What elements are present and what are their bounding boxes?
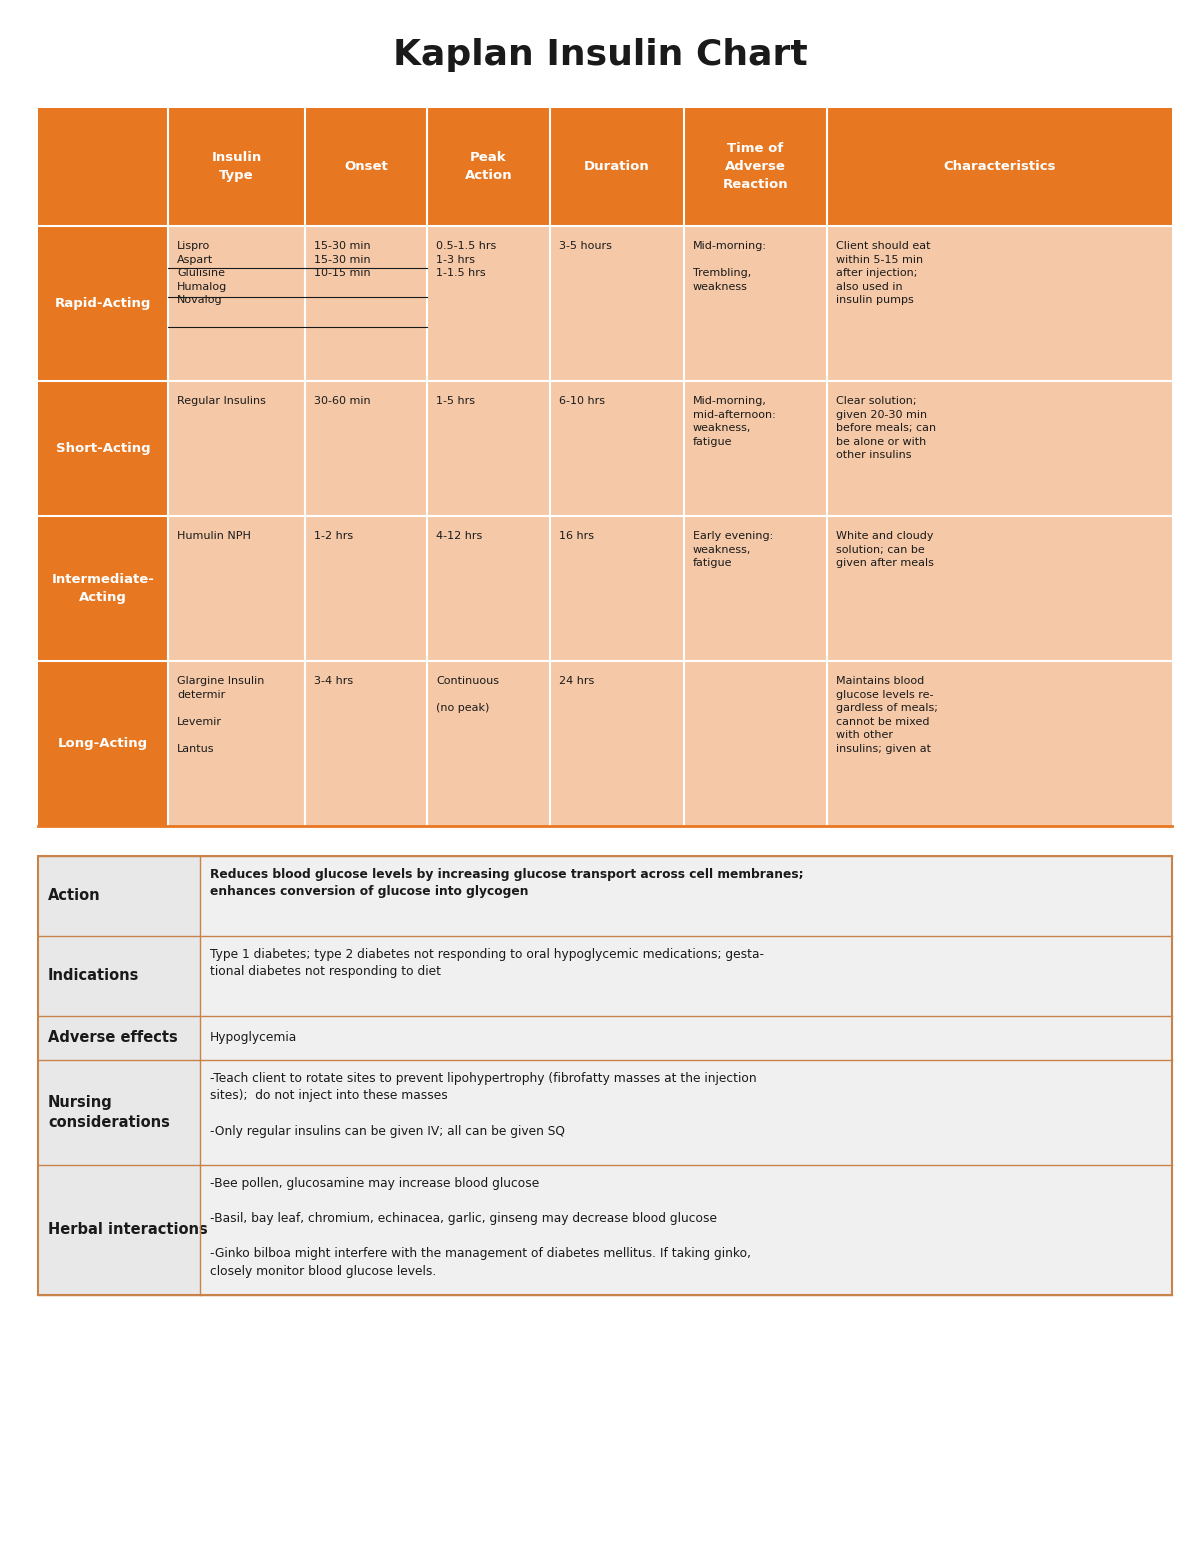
Bar bbox=[827, 227, 1172, 380]
Text: Adverse effects: Adverse effects bbox=[48, 1031, 178, 1045]
Text: Time of
Adverse
Reaction: Time of Adverse Reaction bbox=[722, 143, 788, 191]
Text: Regular Insulins: Regular Insulins bbox=[178, 396, 266, 405]
Bar bbox=[550, 227, 684, 380]
Text: Duration: Duration bbox=[584, 160, 650, 174]
Bar bbox=[38, 662, 168, 826]
Text: Mid-morning:

Trembling,
weakness: Mid-morning: Trembling, weakness bbox=[694, 241, 767, 292]
Bar bbox=[38, 109, 1172, 227]
Bar bbox=[38, 380, 168, 516]
Text: Mid-morning,
mid-afternoon:
weakness,
fatigue: Mid-morning, mid-afternoon: weakness, fa… bbox=[694, 396, 775, 447]
Bar bbox=[168, 380, 305, 516]
Text: Intermediate-
Acting: Intermediate- Acting bbox=[52, 573, 155, 604]
Text: Type 1 diabetes; type 2 diabetes not responding to oral hypoglycemic medications: Type 1 diabetes; type 2 diabetes not res… bbox=[210, 947, 764, 978]
Bar bbox=[427, 227, 550, 380]
Bar bbox=[684, 380, 827, 516]
Bar bbox=[550, 516, 684, 662]
Text: Kaplan Insulin Chart: Kaplan Insulin Chart bbox=[392, 37, 808, 71]
Text: 30-60 min: 30-60 min bbox=[314, 396, 371, 405]
Text: Humulin NPH: Humulin NPH bbox=[178, 531, 251, 540]
Text: Characteristics: Characteristics bbox=[943, 160, 1056, 174]
Text: 16 hrs: 16 hrs bbox=[559, 531, 594, 540]
Text: Maintains blood
glucose levels re-
gardless of meals;
cannot be mixed
with other: Maintains blood glucose levels re- gardl… bbox=[836, 676, 938, 755]
Text: 1-2 hrs: 1-2 hrs bbox=[314, 531, 353, 540]
Text: 4-12 hrs: 4-12 hrs bbox=[436, 531, 482, 540]
Text: Short-Acting: Short-Acting bbox=[55, 443, 150, 455]
Bar bbox=[427, 516, 550, 662]
Bar bbox=[684, 227, 827, 380]
Text: Peak
Action: Peak Action bbox=[464, 152, 512, 183]
Bar bbox=[427, 662, 550, 826]
Bar bbox=[38, 516, 168, 662]
Text: 1-5 hrs: 1-5 hrs bbox=[436, 396, 475, 405]
Bar bbox=[38, 936, 200, 1016]
Bar bbox=[200, 936, 1172, 1016]
Text: Nursing
considerations: Nursing considerations bbox=[48, 1095, 170, 1131]
Text: Clear solution;
given 20-30 min
before meals; can
be alone or with
other insulin: Clear solution; given 20-30 min before m… bbox=[836, 396, 936, 460]
Bar bbox=[684, 516, 827, 662]
Text: Early evening:
weakness,
fatigue: Early evening: weakness, fatigue bbox=[694, 531, 773, 568]
Text: Insulin
Type: Insulin Type bbox=[211, 152, 262, 183]
Bar bbox=[550, 662, 684, 826]
Text: 15-30 min
15-30 min
10-15 min: 15-30 min 15-30 min 10-15 min bbox=[314, 241, 371, 278]
Bar bbox=[305, 227, 427, 380]
Text: Action: Action bbox=[48, 888, 101, 904]
Text: Continuous

(no peak): Continuous (no peak) bbox=[436, 676, 499, 713]
Bar bbox=[305, 516, 427, 662]
Bar bbox=[38, 856, 1172, 1295]
Bar bbox=[168, 516, 305, 662]
Bar bbox=[38, 1061, 200, 1165]
Text: Rapid-Acting: Rapid-Acting bbox=[55, 297, 151, 311]
Bar bbox=[200, 1165, 1172, 1295]
Bar bbox=[827, 662, 1172, 826]
Bar bbox=[427, 380, 550, 516]
Bar bbox=[200, 1061, 1172, 1165]
Text: 3-5 hours: 3-5 hours bbox=[559, 241, 612, 252]
Text: Lispro
Aspart
Glulisine
Humalog
Novalog: Lispro Aspart Glulisine Humalog Novalog bbox=[178, 241, 227, 306]
Text: Long-Acting: Long-Acting bbox=[58, 738, 148, 750]
Text: Glargine Insulin
determir

Levemir

Lantus: Glargine Insulin determir Levemir Lantus bbox=[178, 676, 264, 755]
Bar bbox=[827, 380, 1172, 516]
Bar bbox=[200, 1016, 1172, 1061]
Bar bbox=[827, 516, 1172, 662]
Text: -Bee pollen, glucosamine may increase blood glucose

-Basil, bay leaf, chromium,: -Bee pollen, glucosamine may increase bl… bbox=[210, 1177, 751, 1278]
Bar bbox=[684, 662, 827, 826]
Bar bbox=[168, 662, 305, 826]
Text: Reduces blood glucose levels by increasing glucose transport across cell membran: Reduces blood glucose levels by increasi… bbox=[210, 868, 804, 899]
Text: Herbal interactions: Herbal interactions bbox=[48, 1222, 208, 1238]
Bar bbox=[38, 856, 200, 936]
Text: Client should eat
within 5-15 min
after injection;
also used in
insulin pumps: Client should eat within 5-15 min after … bbox=[836, 241, 930, 306]
Text: -Teach client to rotate sites to prevent lipohypertrophy (fibrofatty masses at t: -Teach client to rotate sites to prevent… bbox=[210, 1072, 757, 1137]
Bar bbox=[38, 227, 168, 380]
Text: 0.5-1.5 hrs
1-3 hrs
1-1.5 hrs: 0.5-1.5 hrs 1-3 hrs 1-1.5 hrs bbox=[436, 241, 497, 278]
Text: 6-10 hrs: 6-10 hrs bbox=[559, 396, 605, 405]
Bar bbox=[38, 1165, 200, 1295]
Text: Indications: Indications bbox=[48, 969, 139, 983]
Bar bbox=[200, 856, 1172, 936]
Text: White and cloudy
solution; can be
given after meals: White and cloudy solution; can be given … bbox=[836, 531, 934, 568]
Bar bbox=[305, 662, 427, 826]
Text: Onset: Onset bbox=[344, 160, 388, 174]
Bar bbox=[305, 380, 427, 516]
Bar bbox=[168, 227, 305, 380]
Bar bbox=[550, 380, 684, 516]
Text: 24 hrs: 24 hrs bbox=[559, 676, 594, 686]
Text: Hypoglycemia: Hypoglycemia bbox=[210, 1031, 298, 1045]
Text: 3-4 hrs: 3-4 hrs bbox=[314, 676, 353, 686]
Bar bbox=[38, 1016, 200, 1061]
